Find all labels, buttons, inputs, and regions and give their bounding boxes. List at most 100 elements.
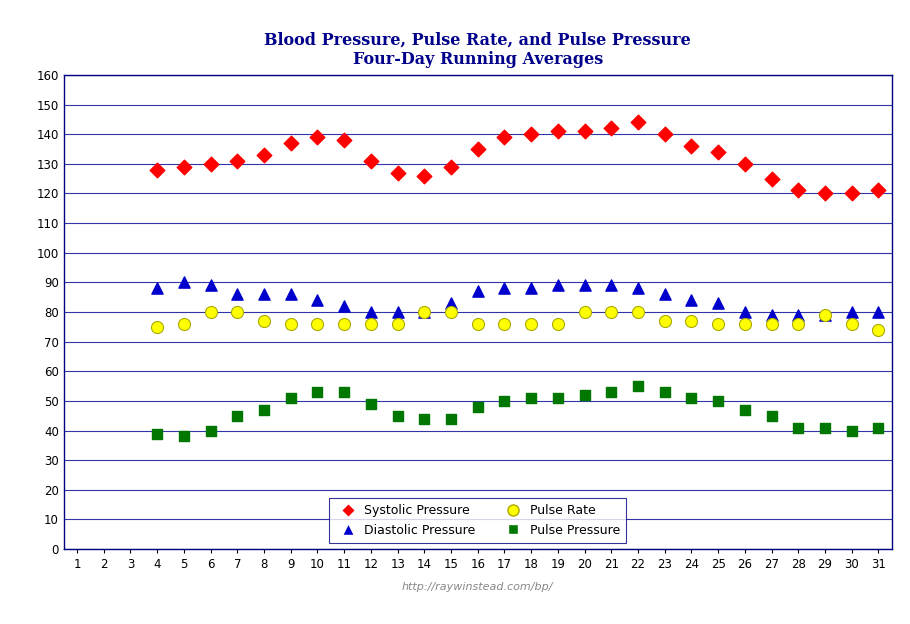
Point: [417, 170, 431, 181]
Point: [203, 280, 217, 290]
Point: [284, 138, 298, 148]
Point: [871, 324, 885, 334]
Point: [444, 298, 459, 308]
Point: [738, 158, 753, 168]
Point: [497, 283, 511, 293]
Point: [844, 307, 859, 317]
Point: [657, 387, 672, 397]
Point: [497, 319, 511, 329]
Point: [470, 402, 485, 412]
Point: [497, 132, 511, 142]
Point: [230, 290, 245, 300]
Point: [337, 387, 351, 397]
Point: [177, 162, 191, 172]
Point: [310, 387, 325, 397]
Point: [871, 307, 885, 317]
Point: [444, 414, 459, 424]
Point: [684, 141, 699, 151]
Point: [551, 280, 565, 290]
Point: [684, 316, 699, 326]
Point: [230, 156, 245, 166]
Point: [551, 393, 565, 403]
Point: [604, 124, 619, 134]
Point: [203, 426, 217, 436]
Point: [791, 310, 805, 320]
Point: [470, 286, 485, 296]
Point: [657, 290, 672, 300]
Point: [631, 307, 645, 317]
Point: [711, 298, 725, 308]
Point: [310, 132, 325, 142]
Point: [390, 319, 405, 329]
Point: [364, 307, 379, 317]
Point: [711, 147, 725, 157]
Point: [364, 319, 379, 329]
Point: [150, 283, 165, 293]
Point: [764, 319, 779, 329]
Point: [604, 280, 619, 290]
Point: [818, 422, 833, 432]
Point: [791, 319, 805, 329]
Point: [577, 390, 592, 400]
Point: [604, 387, 619, 397]
Point: [337, 319, 351, 329]
Point: [364, 399, 379, 409]
Point: [631, 381, 645, 391]
Point: [551, 126, 565, 136]
Legend: Systolic Pressure, Diastolic Pressure, Pulse Rate, Pulse Pressure: Systolic Pressure, Diastolic Pressure, P…: [329, 498, 626, 543]
Point: [150, 429, 165, 439]
Point: [417, 414, 431, 424]
Point: [230, 307, 245, 317]
Point: [818, 310, 833, 320]
Point: [844, 426, 859, 436]
Text: http://raywinstead.com/bp/: http://raywinstead.com/bp/: [402, 582, 553, 592]
Point: [631, 117, 645, 127]
Point: [177, 319, 191, 329]
Point: [364, 156, 379, 166]
Point: [631, 283, 645, 293]
Point: [577, 126, 592, 136]
Point: [257, 290, 271, 300]
Point: [257, 405, 271, 415]
Point: [818, 310, 833, 320]
Point: [764, 173, 779, 183]
Point: [390, 168, 405, 178]
Point: [871, 422, 885, 432]
Point: [470, 319, 485, 329]
Point: [203, 307, 217, 317]
Point: [284, 393, 298, 403]
Point: [444, 307, 459, 317]
Point: [684, 295, 699, 305]
Point: [417, 307, 431, 317]
Point: [711, 396, 725, 406]
Point: [844, 188, 859, 198]
Point: [284, 319, 298, 329]
Point: [524, 319, 539, 329]
Point: [150, 322, 165, 332]
Point: [738, 307, 753, 317]
Point: [524, 129, 539, 139]
Point: [257, 316, 271, 326]
Point: [657, 316, 672, 326]
Point: [257, 150, 271, 160]
Point: [470, 144, 485, 154]
Point: [764, 310, 779, 320]
Point: [791, 185, 805, 195]
Point: [337, 135, 351, 145]
Point: [738, 405, 753, 415]
Point: [444, 162, 459, 172]
Point: [818, 188, 833, 198]
Title: Blood Pressure, Pulse Rate, and Pulse Pressure
Four-Day Running Averages: Blood Pressure, Pulse Rate, and Pulse Pr…: [265, 31, 691, 68]
Point: [684, 393, 699, 403]
Point: [577, 280, 592, 290]
Point: [310, 319, 325, 329]
Point: [390, 307, 405, 317]
Point: [390, 411, 405, 421]
Point: [577, 307, 592, 317]
Point: [337, 301, 351, 311]
Point: [524, 393, 539, 403]
Point: [657, 129, 672, 139]
Point: [177, 432, 191, 442]
Point: [284, 290, 298, 300]
Point: [310, 295, 325, 305]
